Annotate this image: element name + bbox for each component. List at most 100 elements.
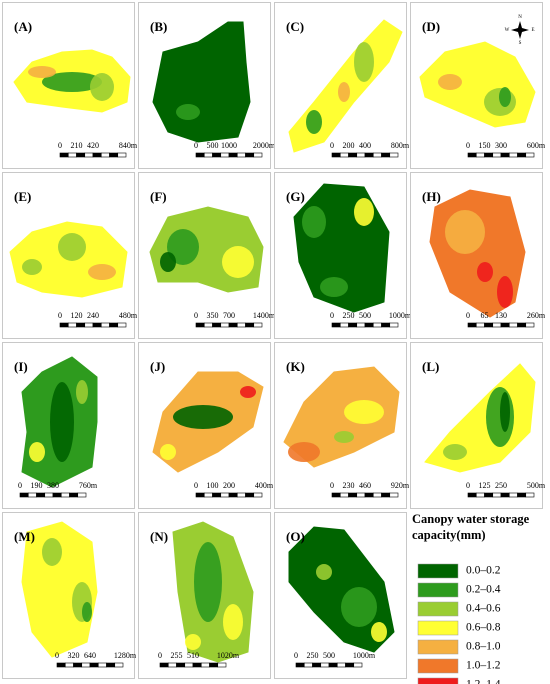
- scale-segment: [236, 322, 246, 328]
- scale-segment: [492, 322, 502, 328]
- scale-segment: [331, 322, 341, 328]
- scale-segment: [67, 152, 77, 158]
- scale-label: 1280m: [114, 651, 137, 660]
- scale-label: 200: [343, 141, 355, 150]
- scale-segment: [212, 322, 222, 328]
- scale-label: 1020m: [217, 651, 240, 660]
- scale-segment: [209, 662, 219, 668]
- scale-segment: [109, 152, 119, 158]
- compass-letter: W: [505, 28, 510, 33]
- compass-letter: N: [518, 15, 522, 20]
- map-zone: [167, 229, 199, 265]
- scale-segment: [381, 322, 391, 328]
- scale-label: 500: [207, 141, 219, 150]
- scale-segment: [73, 662, 83, 668]
- panel-label: (M): [14, 529, 35, 544]
- scale-label: 600m: [527, 141, 546, 150]
- map-zone: [58, 233, 86, 261]
- map-panel: (K) 0 230 460 920m: [274, 342, 410, 509]
- map-zone: [306, 110, 322, 134]
- map-zone: [445, 210, 485, 254]
- scale-segment: [76, 322, 86, 328]
- scale-segment: [77, 492, 87, 498]
- scale-label: 800m: [391, 141, 410, 150]
- map-zone: [240, 386, 256, 398]
- map-panel: (C) 0 200 400 800m: [274, 2, 410, 169]
- map-zone: [28, 66, 56, 78]
- scale-segment: [331, 152, 341, 158]
- scale-segment: [500, 322, 510, 328]
- scale-segment: [381, 492, 391, 498]
- scale-label: 0: [18, 481, 22, 490]
- scale-label: 250: [307, 651, 319, 660]
- scale-segment: [159, 662, 169, 668]
- scale-segment: [336, 662, 346, 668]
- scale-segment: [517, 492, 527, 498]
- scale-segment: [97, 662, 107, 668]
- legend-label: 0.4–0.6: [466, 603, 501, 615]
- scale-segment: [364, 492, 374, 498]
- scale-segment: [484, 152, 494, 158]
- map-zone: [42, 538, 62, 566]
- scale-segment: [44, 492, 54, 498]
- panel-label: (H): [422, 189, 441, 204]
- compass-letter: S: [519, 41, 522, 46]
- map-panel: (F) 0 350 700 1400m: [138, 172, 276, 339]
- map-zone: [76, 380, 88, 404]
- scale-segment: [92, 322, 102, 328]
- map-zone: [88, 264, 116, 280]
- scale-segment: [100, 322, 110, 328]
- scale-segment: [236, 492, 246, 498]
- scale-label: 210: [71, 141, 83, 150]
- scale-label: 1000m: [389, 311, 412, 320]
- map-area: [283, 366, 400, 468]
- map-zone: [22, 259, 42, 275]
- scale-label: 130: [495, 311, 507, 320]
- map-zone: [176, 104, 200, 120]
- map-panel: (A) 0 210 420 840m: [2, 2, 138, 169]
- map-zone: [288, 442, 320, 462]
- scale-segment: [364, 152, 374, 158]
- map-zone: [194, 542, 222, 622]
- map-zone: [82, 602, 92, 622]
- map-panel: (N) 0 255 510 1020m: [138, 512, 271, 679]
- scale-segment: [36, 492, 46, 498]
- map-zone: [50, 382, 74, 462]
- scale-segment: [475, 492, 485, 498]
- scale-segment: [364, 322, 374, 328]
- scale-segment: [195, 152, 205, 158]
- map-zone: [29, 442, 45, 462]
- scale-segment: [84, 322, 94, 328]
- scale-segment: [500, 492, 510, 498]
- scale-label: 0: [55, 651, 59, 660]
- scale-segment: [381, 152, 391, 158]
- map-zone: [160, 252, 176, 272]
- scale-label: 100: [207, 481, 219, 490]
- scale-label: 480m: [119, 311, 138, 320]
- map-panel: (L) 0 125 250 500m: [410, 342, 546, 509]
- map-zone: [500, 392, 510, 432]
- compass-rose: [511, 21, 529, 39]
- scale-segment: [228, 492, 238, 498]
- panel-label: (I): [14, 359, 28, 374]
- panel-label: (N): [150, 529, 168, 544]
- panel-label: (L): [422, 359, 439, 374]
- scale-segment: [339, 322, 349, 328]
- panel-label: (F): [150, 189, 167, 204]
- scale-segment: [484, 492, 494, 498]
- scale-label: 0: [194, 481, 198, 490]
- map-zone: [341, 587, 377, 627]
- scale-label: 0: [158, 651, 162, 660]
- scale-label: 400m: [255, 481, 274, 490]
- scale-segment: [67, 322, 77, 328]
- map-zone: [334, 431, 354, 443]
- scale-label: 250: [495, 481, 507, 490]
- map-panel: (G) 0 250 500 1000m: [274, 172, 412, 339]
- scale-segment: [212, 492, 222, 498]
- scale-label: 0: [466, 311, 470, 320]
- scale-segment: [220, 322, 230, 328]
- legend-swatch: [417, 677, 459, 684]
- scale-segment: [195, 322, 205, 328]
- compass-letter: E: [531, 28, 534, 33]
- legend-swatch: [417, 601, 459, 617]
